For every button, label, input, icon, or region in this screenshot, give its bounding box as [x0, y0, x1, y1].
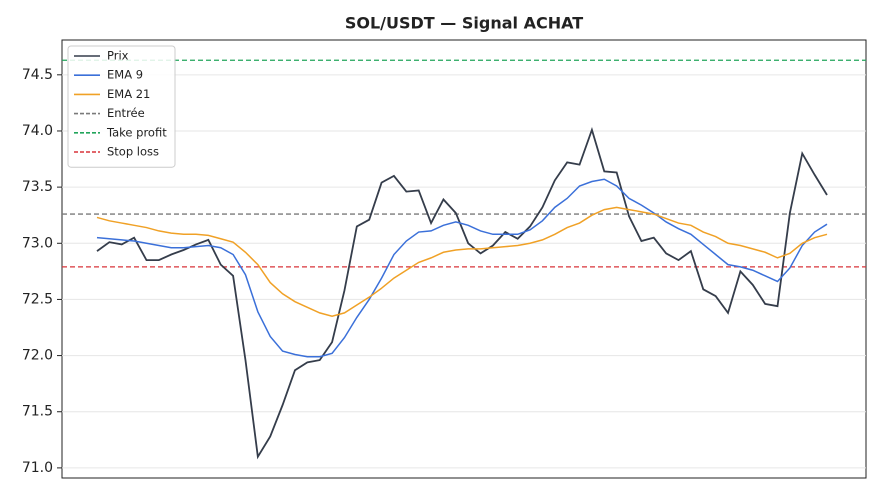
- y-tick-label: 71.0: [22, 460, 53, 476]
- y-tick-label: 71.5: [22, 404, 53, 420]
- legend-label: EMA 21: [107, 87, 150, 101]
- legend-label: Prix: [107, 49, 129, 63]
- plot-frame: [61, 39, 867, 479]
- legend: Prix EMA 9 EMA 21 Entrée Take profit Stop los…: [67, 45, 176, 168]
- legend-label: Entrée: [107, 106, 145, 120]
- y-tick-label: 72.0: [22, 348, 53, 364]
- series-line: [96, 126, 828, 460]
- legend-label: Take profit: [106, 125, 167, 139]
- legend-box: [67, 45, 176, 168]
- y-tick-label: 74.0: [22, 123, 53, 139]
- legend-label: EMA 9: [107, 68, 143, 82]
- y-tick-label: 72.5: [22, 291, 53, 307]
- series-line: [96, 178, 828, 358]
- y-tick-label: 73.0: [22, 235, 53, 251]
- series-line: [96, 206, 828, 318]
- y-tick-label: 74.5: [22, 67, 53, 83]
- y-tick-label: 73.5: [22, 179, 53, 195]
- chart-title: SOL/USDT — Signal ACHAT: [345, 14, 583, 33]
- legend-label: Stop loss: [107, 145, 159, 159]
